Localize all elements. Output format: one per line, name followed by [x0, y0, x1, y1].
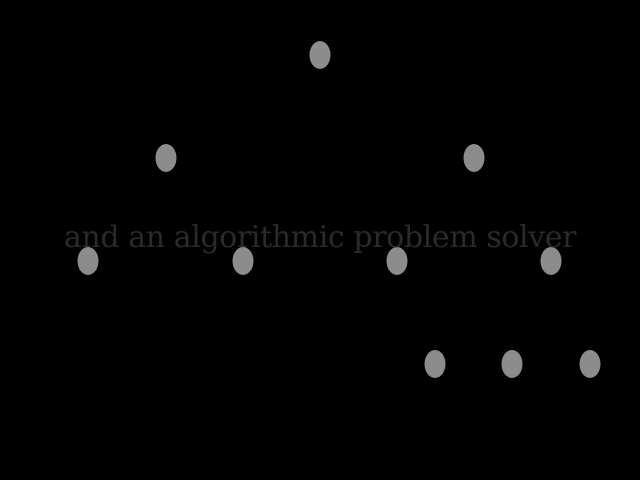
- caption-text: and an algorithmic problem solver: [63, 220, 577, 255]
- tree-node-level2-1: [77, 247, 99, 275]
- tree-node-level2-3: [386, 247, 408, 275]
- tree-node-level1-right: [463, 144, 485, 172]
- tree-node-level3-1: [424, 350, 446, 378]
- tree-node-root: [309, 41, 331, 69]
- tree-node-level2-4: [540, 247, 562, 275]
- tree-node-level3-2: [501, 350, 523, 378]
- tree-node-level2-2: [232, 247, 254, 275]
- tree-node-level3-3: [579, 350, 601, 378]
- tree-node-level1-left: [155, 144, 177, 172]
